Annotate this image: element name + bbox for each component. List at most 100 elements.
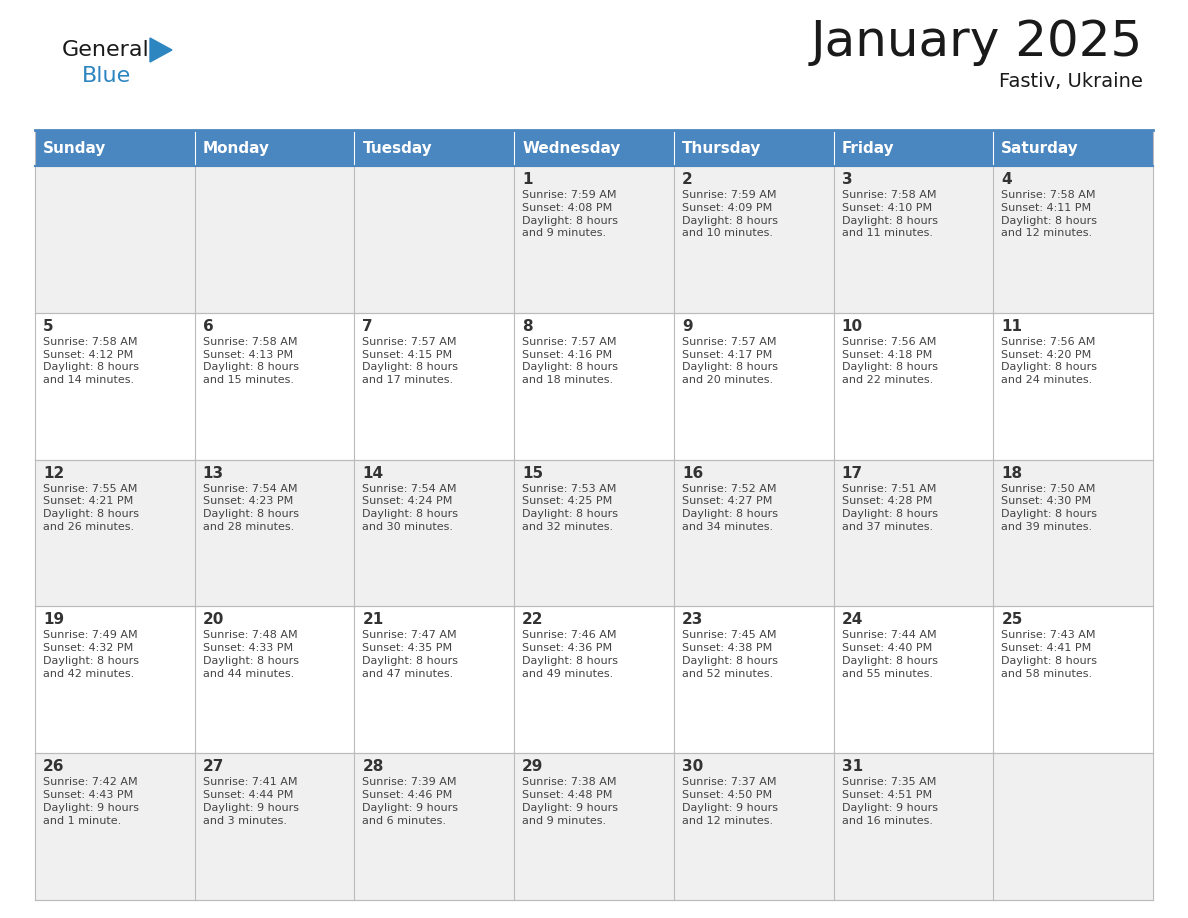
Text: Sunrise: 7:45 AM
Sunset: 4:38 PM
Daylight: 8 hours
and 52 minutes.: Sunrise: 7:45 AM Sunset: 4:38 PM Dayligh…: [682, 631, 778, 678]
Text: 26: 26: [43, 759, 64, 774]
Text: Sunrise: 7:58 AM
Sunset: 4:10 PM
Daylight: 8 hours
and 11 minutes.: Sunrise: 7:58 AM Sunset: 4:10 PM Dayligh…: [841, 190, 937, 239]
Bar: [34, 753, 195, 900]
Text: Sunrise: 7:51 AM
Sunset: 4:28 PM
Daylight: 8 hours
and 37 minutes.: Sunrise: 7:51 AM Sunset: 4:28 PM Dayligh…: [841, 484, 937, 532]
Text: Monday: Monday: [203, 140, 270, 155]
Text: Sunrise: 7:50 AM
Sunset: 4:30 PM
Daylight: 8 hours
and 39 minutes.: Sunrise: 7:50 AM Sunset: 4:30 PM Dayligh…: [1001, 484, 1098, 532]
Text: Sunrise: 7:38 AM
Sunset: 4:48 PM
Daylight: 9 hours
and 9 minutes.: Sunrise: 7:38 AM Sunset: 4:48 PM Dayligh…: [523, 778, 618, 825]
Text: 22: 22: [523, 612, 544, 627]
Text: Sunrise: 7:56 AM
Sunset: 4:20 PM
Daylight: 8 hours
and 24 minutes.: Sunrise: 7:56 AM Sunset: 4:20 PM Dayligh…: [1001, 337, 1098, 386]
Text: 7: 7: [362, 319, 373, 334]
Text: January 2025: January 2025: [810, 18, 1143, 66]
Text: 25: 25: [1001, 612, 1023, 627]
Text: 16: 16: [682, 465, 703, 481]
Text: 17: 17: [841, 465, 862, 481]
Text: Sunrise: 7:59 AM
Sunset: 4:09 PM
Daylight: 8 hours
and 10 minutes.: Sunrise: 7:59 AM Sunset: 4:09 PM Dayligh…: [682, 190, 778, 239]
Text: Friday: Friday: [841, 140, 895, 155]
Bar: [195, 313, 354, 460]
Bar: [34, 460, 195, 607]
Text: 8: 8: [523, 319, 532, 334]
Text: Sunrise: 7:57 AM
Sunset: 4:16 PM
Daylight: 8 hours
and 18 minutes.: Sunrise: 7:57 AM Sunset: 4:16 PM Dayligh…: [523, 337, 618, 386]
Bar: [834, 753, 993, 900]
Polygon shape: [150, 38, 172, 62]
Text: Sunrise: 7:57 AM
Sunset: 4:17 PM
Daylight: 8 hours
and 20 minutes.: Sunrise: 7:57 AM Sunset: 4:17 PM Dayligh…: [682, 337, 778, 386]
Bar: [34, 607, 195, 753]
Text: 24: 24: [841, 612, 862, 627]
Text: Sunrise: 7:47 AM
Sunset: 4:35 PM
Daylight: 8 hours
and 47 minutes.: Sunrise: 7:47 AM Sunset: 4:35 PM Dayligh…: [362, 631, 459, 678]
Text: Sunrise: 7:58 AM
Sunset: 4:13 PM
Daylight: 8 hours
and 15 minutes.: Sunrise: 7:58 AM Sunset: 4:13 PM Dayligh…: [203, 337, 298, 386]
Bar: [993, 460, 1154, 607]
Text: Sunrise: 7:48 AM
Sunset: 4:33 PM
Daylight: 8 hours
and 44 minutes.: Sunrise: 7:48 AM Sunset: 4:33 PM Dayligh…: [203, 631, 298, 678]
Text: Sunrise: 7:42 AM
Sunset: 4:43 PM
Daylight: 9 hours
and 1 minute.: Sunrise: 7:42 AM Sunset: 4:43 PM Dayligh…: [43, 778, 139, 825]
Bar: [195, 753, 354, 900]
Text: Sunrise: 7:54 AM
Sunset: 4:23 PM
Daylight: 8 hours
and 28 minutes.: Sunrise: 7:54 AM Sunset: 4:23 PM Dayligh…: [203, 484, 298, 532]
Text: Sunrise: 7:41 AM
Sunset: 4:44 PM
Daylight: 9 hours
and 3 minutes.: Sunrise: 7:41 AM Sunset: 4:44 PM Dayligh…: [203, 778, 298, 825]
Bar: [674, 166, 834, 313]
Bar: [34, 130, 1154, 166]
Text: Sunrise: 7:53 AM
Sunset: 4:25 PM
Daylight: 8 hours
and 32 minutes.: Sunrise: 7:53 AM Sunset: 4:25 PM Dayligh…: [523, 484, 618, 532]
Text: 21: 21: [362, 612, 384, 627]
Text: Sunrise: 7:49 AM
Sunset: 4:32 PM
Daylight: 8 hours
and 42 minutes.: Sunrise: 7:49 AM Sunset: 4:32 PM Dayligh…: [43, 631, 139, 678]
Bar: [834, 607, 993, 753]
Text: Sunrise: 7:58 AM
Sunset: 4:12 PM
Daylight: 8 hours
and 14 minutes.: Sunrise: 7:58 AM Sunset: 4:12 PM Dayligh…: [43, 337, 139, 386]
Text: 5: 5: [43, 319, 53, 334]
Text: Sunrise: 7:44 AM
Sunset: 4:40 PM
Daylight: 8 hours
and 55 minutes.: Sunrise: 7:44 AM Sunset: 4:40 PM Dayligh…: [841, 631, 937, 678]
Bar: [514, 607, 674, 753]
Bar: [354, 166, 514, 313]
Text: Tuesday: Tuesday: [362, 140, 432, 155]
Bar: [34, 313, 195, 460]
Text: Sunrise: 7:55 AM
Sunset: 4:21 PM
Daylight: 8 hours
and 26 minutes.: Sunrise: 7:55 AM Sunset: 4:21 PM Dayligh…: [43, 484, 139, 532]
Text: 1: 1: [523, 172, 532, 187]
Bar: [354, 753, 514, 900]
Text: 4: 4: [1001, 172, 1012, 187]
Bar: [993, 607, 1154, 753]
Text: 11: 11: [1001, 319, 1023, 334]
Text: 19: 19: [43, 612, 64, 627]
Text: 12: 12: [43, 465, 64, 481]
Text: 31: 31: [841, 759, 862, 774]
Text: 9: 9: [682, 319, 693, 334]
Bar: [514, 166, 674, 313]
Bar: [674, 313, 834, 460]
Bar: [195, 166, 354, 313]
Bar: [674, 607, 834, 753]
Text: Sunrise: 7:56 AM
Sunset: 4:18 PM
Daylight: 8 hours
and 22 minutes.: Sunrise: 7:56 AM Sunset: 4:18 PM Dayligh…: [841, 337, 937, 386]
Text: Sunrise: 7:37 AM
Sunset: 4:50 PM
Daylight: 9 hours
and 12 minutes.: Sunrise: 7:37 AM Sunset: 4:50 PM Dayligh…: [682, 778, 778, 825]
Bar: [195, 607, 354, 753]
Text: 27: 27: [203, 759, 225, 774]
Text: Sunrise: 7:54 AM
Sunset: 4:24 PM
Daylight: 8 hours
and 30 minutes.: Sunrise: 7:54 AM Sunset: 4:24 PM Dayligh…: [362, 484, 459, 532]
Bar: [834, 460, 993, 607]
Bar: [514, 313, 674, 460]
Bar: [834, 313, 993, 460]
Text: Thursday: Thursday: [682, 140, 762, 155]
Text: Saturday: Saturday: [1001, 140, 1079, 155]
Bar: [34, 166, 195, 313]
Bar: [354, 313, 514, 460]
Text: 20: 20: [203, 612, 225, 627]
Text: Sunday: Sunday: [43, 140, 107, 155]
Text: 28: 28: [362, 759, 384, 774]
Bar: [993, 166, 1154, 313]
Text: Sunrise: 7:39 AM
Sunset: 4:46 PM
Daylight: 9 hours
and 6 minutes.: Sunrise: 7:39 AM Sunset: 4:46 PM Dayligh…: [362, 778, 459, 825]
Bar: [674, 460, 834, 607]
Text: 30: 30: [682, 759, 703, 774]
Text: 6: 6: [203, 319, 214, 334]
Text: Blue: Blue: [82, 66, 131, 86]
Bar: [514, 753, 674, 900]
Text: Sunrise: 7:46 AM
Sunset: 4:36 PM
Daylight: 8 hours
and 49 minutes.: Sunrise: 7:46 AM Sunset: 4:36 PM Dayligh…: [523, 631, 618, 678]
Text: Sunrise: 7:57 AM
Sunset: 4:15 PM
Daylight: 8 hours
and 17 minutes.: Sunrise: 7:57 AM Sunset: 4:15 PM Dayligh…: [362, 337, 459, 386]
Text: 15: 15: [523, 465, 543, 481]
Text: Wednesday: Wednesday: [523, 140, 620, 155]
Text: 2: 2: [682, 172, 693, 187]
Text: 18: 18: [1001, 465, 1023, 481]
Bar: [354, 460, 514, 607]
Text: Sunrise: 7:52 AM
Sunset: 4:27 PM
Daylight: 8 hours
and 34 minutes.: Sunrise: 7:52 AM Sunset: 4:27 PM Dayligh…: [682, 484, 778, 532]
Text: 10: 10: [841, 319, 862, 334]
Bar: [674, 753, 834, 900]
Text: Fastiv, Ukraine: Fastiv, Ukraine: [999, 72, 1143, 91]
Bar: [195, 460, 354, 607]
Text: Sunrise: 7:59 AM
Sunset: 4:08 PM
Daylight: 8 hours
and 9 minutes.: Sunrise: 7:59 AM Sunset: 4:08 PM Dayligh…: [523, 190, 618, 239]
Bar: [834, 166, 993, 313]
Text: Sunrise: 7:58 AM
Sunset: 4:11 PM
Daylight: 8 hours
and 12 minutes.: Sunrise: 7:58 AM Sunset: 4:11 PM Dayligh…: [1001, 190, 1098, 239]
Bar: [993, 753, 1154, 900]
Text: 29: 29: [523, 759, 544, 774]
